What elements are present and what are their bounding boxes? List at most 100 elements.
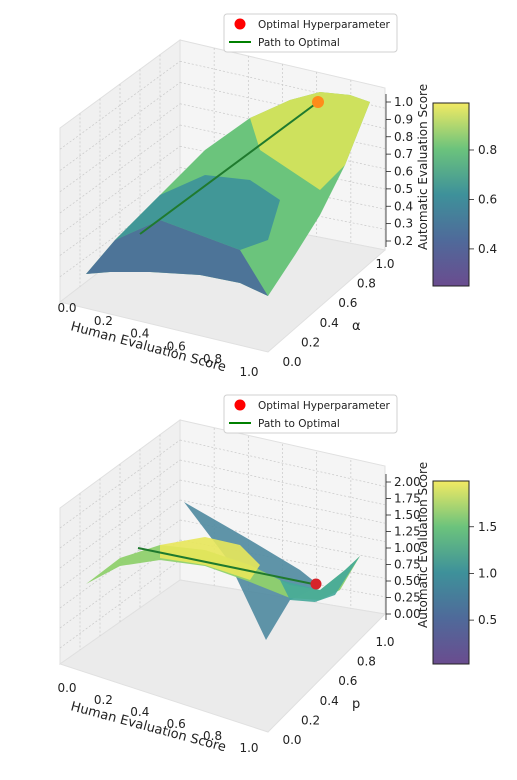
chart-1-z-tick-label: 0.2 [394, 234, 413, 248]
chart-2-grid-line [179, 499, 386, 542]
chart-2-z-tick-label: 1.50 [394, 508, 421, 522]
chart-2-y-tick-label: 0.2 [301, 713, 320, 727]
chart-2-grid-line [59, 459, 181, 549]
chart-2-grid-line [59, 479, 181, 569]
chart-1-y-tick-label: 0.6 [338, 296, 357, 310]
chart-1-surface-high [250, 92, 370, 190]
chart-1-grid-line [59, 145, 181, 235]
chart-2-legend-optimal-marker [234, 399, 246, 411]
chart-2-x-tick-label: 0.4 [130, 705, 149, 719]
chart-2-z-tick-label: 0.75 [394, 558, 421, 572]
chart-2-z-tick-label: 2.00 [394, 475, 421, 489]
chart-2-grid [59, 428, 386, 650]
chart-2-x-tick-label: 0.2 [94, 693, 113, 707]
chart-1-path-line [139, 101, 319, 235]
chart-1-grid-line [59, 124, 181, 214]
chart-1-z-tick-label: 0.4 [394, 199, 413, 213]
chart-2-grid-line [59, 499, 181, 589]
chart-2-grid-line [179, 479, 386, 524]
chart-2-x-tick-label: 0.6 [167, 717, 186, 731]
chart-2-z-tick-label: 0.50 [394, 574, 421, 588]
chart-1-legend: Optimal Hyperparameter Path to Optimal [223, 13, 398, 53]
chart-2-z-tick-label: 0.00 [394, 607, 421, 621]
chart-1-z-axis: 0.2 0.3 0.4 0.5 0.6 0.7 0.8 0.9 1.0 [385, 94, 413, 248]
chart-1-legend-optimal-label: Optimal Hyperparameter [258, 19, 391, 31]
chart-2-y-tick-label: 0.4 [320, 694, 339, 708]
chart-2-grid-line [179, 519, 386, 561]
chart-1-surface-mid [115, 175, 280, 250]
chart-1-z-tick-label: 0.6 [394, 165, 413, 179]
chart-2-y-tick-label: 0.8 [357, 655, 376, 669]
chart-2-z-tick-label: 0.25 [394, 591, 421, 605]
chart-1-surface-low [86, 220, 268, 296]
chart-2-surface-teal [280, 556, 360, 602]
chart-1-y-tick-label: 0.8 [357, 277, 376, 291]
chart-2-grid-line [179, 539, 386, 579]
chart-1-z-tick-label: 0.9 [394, 112, 413, 126]
chart-1-grid-line [59, 82, 181, 171]
chart-2-z-tick-label: 1.75 [394, 492, 421, 506]
chart-2-z-axis: 0.00 0.25 0.50 0.75 1.00 1.25 1.50 1.75 2.00 [385, 474, 421, 621]
chart-1-x-tick-label: 1.0 [239, 365, 258, 379]
chart-2-legend-optimal-label: Optimal Hyperparameter [258, 400, 391, 412]
chart-2-z-label: Automatic Evaluation Score [416, 462, 430, 628]
chart-1-colorbar [432, 102, 470, 287]
chart-2-y-tick-label: 0.6 [338, 674, 357, 688]
chart-2-optimal-point [310, 578, 322, 590]
chart-1-y-axis: 0.00.20.4 0.60.8 1.0 [282, 257, 394, 369]
chart-2-grid-line [179, 439, 386, 487]
chart-1-grid-line [59, 60, 181, 150]
chart-1-z-tick-label: 0.5 [394, 182, 413, 196]
chart-1-z-label: Automatic Evaluation Score [416, 84, 430, 250]
chart-2-path-line [137, 547, 319, 586]
chart-2-colorbar-tick-label: 0.5 [478, 613, 497, 627]
chart-1-grid-line [59, 167, 181, 256]
chart-1-colorbar-ticks: 0.4 0.6 0.8 [469, 143, 497, 256]
chart-1-x-tick-label: 0.2 [94, 314, 113, 328]
chart-2-grid-line [59, 439, 181, 529]
chart-2-y-label: p [352, 697, 360, 712]
chart-1-x-tick-label: 0.8 [203, 352, 222, 366]
chart-1-legend-path-label: Path to Optimal [258, 37, 340, 49]
chart-1-x-tick-label: 0.0 [57, 301, 76, 315]
chart-2-colorbar [432, 480, 470, 665]
chart-1-z-tick-label: 0.8 [394, 130, 413, 144]
chart-2-grid-line [59, 559, 181, 649]
chart-2-grid-line [59, 519, 181, 609]
chart-1-y-tick-label: 0.0 [282, 355, 301, 369]
chart-2-surface-high [160, 537, 260, 580]
chart-1-legend-optimal-marker [234, 18, 246, 30]
chart-2-colorbar-tick-label: 1.5 [478, 520, 497, 534]
chart-1-z-tick-label: 0.7 [394, 147, 413, 161]
chart-1-colorbar-tick-label: 0.4 [478, 242, 497, 256]
chart-2-x-tick-label: 0.8 [203, 729, 222, 743]
chart-1: 0.2 0.3 0.4 0.5 0.6 0.7 0.8 0.9 1.0 Automatic Ev… [57, 13, 497, 379]
chart-1-grid-line [179, 60, 386, 109]
chart-1-z-tick-label: 0.3 [394, 217, 413, 231]
chart-1-y-label: α [352, 319, 361, 334]
chart-2-colorbar-tick-label: 1.0 [478, 566, 497, 580]
chart-1-x-tick-label: 0.4 [130, 327, 149, 341]
chart-1-y-tick-label: 0.2 [301, 335, 320, 349]
chart-2: 0.00 0.25 0.50 0.75 1.00 1.25 1.50 1.75 2.00 Aut… [57, 394, 497, 755]
chart-1-colorbar-tick-label: 0.6 [478, 192, 497, 206]
chart-1-y-tick-label: 0.4 [320, 316, 339, 330]
chart-1-y-tick-label: 1.0 [375, 257, 394, 271]
chart-2-floor-pane [58, 579, 387, 733]
chart-1-x-axis: 0.0 0.2 0.4 0.6 0.8 1.0 [57, 301, 258, 379]
chart-2-x-axis: 0.0 0.2 0.4 0.6 0.8 1.0 [57, 681, 258, 755]
chart-2-y-tick-label: 1.0 [375, 635, 394, 649]
chart-1-grid-line [59, 103, 181, 193]
chart-2-x-tick-label: 0.0 [57, 681, 76, 695]
chart-2-grid-line [179, 459, 386, 506]
chart-1-colorbar-tick-label: 0.8 [478, 143, 497, 157]
chart-2-legend: Optimal Hyperparameter Path to Optimal [223, 394, 398, 434]
chart-2-x-tick-label: 1.0 [239, 741, 258, 755]
chart-2-z-tick-label: 1.25 [394, 525, 421, 539]
chart-2-legend-path-label: Path to Optimal [258, 418, 340, 430]
chart-2-y-tick-label: 0.0 [282, 733, 301, 747]
chart-2-y-axis: 0.00.20.4 0.60.8 1.0 [282, 635, 394, 747]
chart-1-x-tick-label: 0.6 [167, 339, 186, 353]
